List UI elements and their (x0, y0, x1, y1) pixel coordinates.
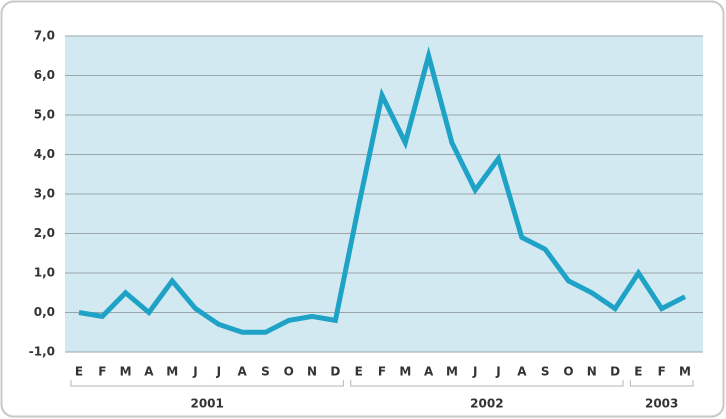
x-tick-label: A (424, 365, 434, 379)
group-bracket (70, 380, 344, 387)
y-tick-label: 1,0 (34, 266, 55, 280)
x-tick-label: E (634, 365, 642, 379)
y-tick-label: 2,0 (34, 226, 55, 240)
x-tick-label: O (284, 365, 294, 379)
x-tick-label: M (679, 365, 691, 379)
x-tick-label: J (495, 365, 500, 379)
y-tick-label: 4,0 (34, 147, 55, 161)
x-tick-label: J (192, 365, 197, 379)
x-tick-label: D (330, 365, 340, 379)
group-label: 2001 (190, 397, 223, 411)
x-tick-label: F (98, 365, 106, 379)
x-tick-label: F (378, 365, 386, 379)
y-tick-label: 6,0 (34, 68, 55, 82)
group-label: 2002 (470, 397, 503, 411)
y-tick-label: -1,0 (29, 345, 55, 359)
x-tick-label: A (238, 365, 248, 379)
y-tick-label: 7,0 (34, 29, 55, 43)
y-tick-label: 3,0 (34, 187, 55, 201)
x-tick-label: O (563, 365, 573, 379)
x-tick-label: E (75, 365, 83, 379)
x-tick-label: D (610, 365, 620, 379)
x-tick-label: E (355, 365, 363, 379)
x-tick-label: M (120, 365, 132, 379)
x-tick-label: J (216, 365, 221, 379)
y-tick-label: 0,0 (34, 305, 55, 319)
y-tick-label: 5,0 (34, 108, 55, 122)
x-tick-label: N (307, 365, 317, 379)
x-tick-label: S (261, 365, 270, 379)
data-line (78, 46, 687, 335)
x-tick-label: A (517, 365, 527, 379)
x-tick-label: S (541, 365, 550, 379)
group-bracket (629, 380, 694, 387)
x-tick-label: F (658, 365, 666, 379)
x-tick-label: A (144, 365, 154, 379)
x-tick-label: M (399, 365, 411, 379)
x-tick-label: M (166, 365, 178, 379)
x-tick-label: M (446, 365, 458, 379)
group-label: 2003 (645, 397, 678, 411)
x-tick-label: J (472, 365, 477, 379)
x-tick-label: N (587, 365, 597, 379)
group-bracket (350, 380, 624, 387)
